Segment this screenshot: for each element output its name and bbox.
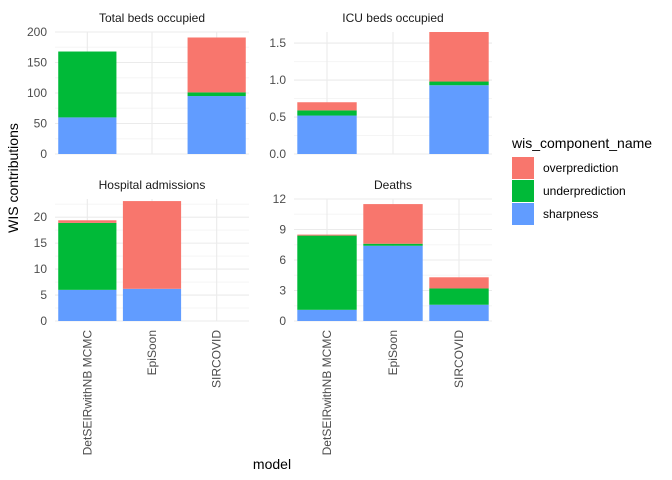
bar-segment-underprediction	[58, 222, 117, 290]
y-tick-label: 10	[34, 262, 48, 276]
bar-segment-underprediction	[297, 235, 357, 310]
y-tick-label: 5	[40, 288, 47, 302]
facet-title: ICU beds occupied	[342, 11, 443, 25]
bar-segment-overprediction	[122, 201, 182, 289]
y-tick-label: 15	[34, 236, 48, 250]
y-tick-label: 9	[279, 223, 286, 237]
bar-segment-underprediction	[187, 92, 246, 97]
y-axis-title: WIS contributions	[5, 123, 21, 233]
x-tick-label: SIRCOVID	[210, 330, 224, 388]
legend-label: underprediction	[543, 184, 626, 198]
x-tick-labels: DetSEIRwithNB MCMC EpiSoon SIRCOVID DetSEIR…	[80, 330, 466, 456]
bar-segment-sharpness	[429, 85, 489, 154]
facet-panel: Hospital admissions 0 5 10 15 20	[34, 178, 249, 328]
bar-segment-sharpness	[297, 309, 357, 321]
bar-segment-overprediction	[187, 37, 246, 93]
bar-segment-overprediction	[58, 220, 117, 223]
y-tick-label: 0	[40, 314, 47, 328]
facet-panel: Total beds occupied 0 50 100 150 200	[27, 11, 249, 161]
x-tick-label: DetSEIRwithNB MCMC	[80, 330, 94, 456]
y-tick-label: 100	[27, 86, 47, 100]
y-tick-label: 0	[40, 147, 47, 161]
facet-panel: Deaths 0 3 6 9 12	[273, 178, 492, 328]
bar-segment-overprediction	[429, 277, 489, 289]
y-tick-label: 1.5	[269, 36, 286, 50]
x-axis-title: model	[253, 456, 291, 472]
y-tick-label: 12	[273, 192, 287, 206]
legend-label: sharpness	[543, 207, 598, 221]
legend-title: wis_component_name	[511, 135, 652, 151]
x-tick-label: DetSEIRwithNB MCMC	[320, 330, 334, 456]
facet-title: Deaths	[374, 178, 412, 192]
bar-segment-sharpness	[58, 117, 117, 154]
y-tick-label: 0.5	[269, 110, 286, 124]
y-tick-label: 3	[279, 284, 286, 298]
bar-segment-overprediction	[297, 102, 357, 111]
facet-title: Total beds occupied	[99, 11, 205, 25]
legend-label: overprediction	[543, 161, 618, 175]
x-tick-label: SIRCOVID	[452, 330, 466, 388]
y-tick-label: 0.0	[269, 147, 286, 161]
bar-segment-underprediction	[429, 288, 489, 305]
bar-segment-underprediction	[363, 243, 423, 246]
y-tick-label: 200	[27, 25, 47, 39]
bar-segment-sharpness	[122, 288, 182, 321]
bar-segment-underprediction	[429, 81, 489, 86]
facet-panel: ICU beds occupied 0.0 0.5 1.0 1.5	[269, 11, 492, 161]
legend-key-sharpness	[512, 203, 534, 225]
x-tick-label: EpiSoon	[145, 330, 159, 375]
bar-segment-overprediction	[363, 204, 423, 244]
bar-segment-overprediction	[297, 234, 357, 236]
bar-segment-sharpness	[297, 115, 357, 154]
y-tick-label: 150	[27, 56, 47, 70]
legend-key-overprediction	[512, 157, 534, 179]
bar-segment-sharpness	[187, 96, 246, 154]
bar-segment-sharpness	[58, 289, 117, 321]
x-tick-label: EpiSoon	[386, 330, 400, 375]
legend-key-underprediction	[512, 180, 534, 202]
y-tick-label: 50	[34, 117, 48, 131]
bar-segment-overprediction	[429, 32, 489, 82]
bar-segment-underprediction	[58, 51, 117, 118]
y-tick-label: 20	[34, 210, 48, 224]
bar-segment-underprediction	[297, 110, 357, 116]
bar-segment-sharpness	[363, 245, 423, 321]
y-tick-label: 1.0	[269, 73, 286, 87]
y-tick-label: 0	[279, 314, 286, 328]
legend: wis_component_name overprediction underpr…	[511, 135, 652, 225]
facet-title: Hospital admissions	[99, 178, 206, 192]
y-tick-label: 6	[279, 253, 286, 267]
bar-segment-sharpness	[429, 304, 489, 321]
